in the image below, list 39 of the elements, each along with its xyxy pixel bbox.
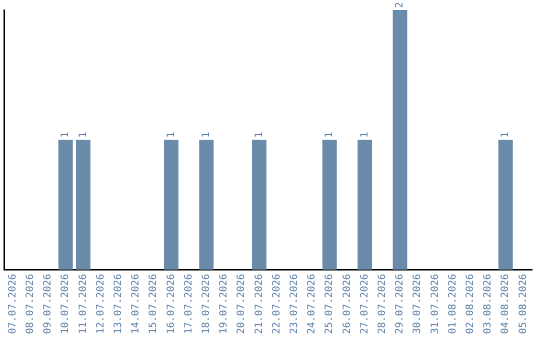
- x-tick-label: 19.07.2026: [218, 274, 230, 334]
- x-tick-label: 04.08.2026: [500, 274, 512, 334]
- data-label: 1: [254, 132, 265, 138]
- x-tick-label: 18.07.2026: [200, 274, 212, 334]
- x-tick-label: 23.07.2026: [288, 274, 300, 334]
- x-tick-label: 13.07.2026: [112, 274, 124, 334]
- x-tick-label: 25.07.2026: [324, 274, 336, 334]
- x-tick-label: 31.07.2026: [430, 274, 441, 334]
- x-tick-label: 08.07.2026: [24, 274, 36, 334]
- x-tick-label: 05.08.2026: [518, 274, 529, 334]
- x-tick-label: 01.08.2026: [447, 274, 458, 334]
- x-tick-label: 14.07.2026: [130, 274, 142, 334]
- data-label: 1: [200, 132, 212, 138]
- data-label: 1: [324, 132, 336, 138]
- x-tick-label: 10.07.2026: [60, 274, 72, 334]
- x-tick-label: 12.07.2026: [95, 274, 106, 334]
- x-tick-label: 29.07.2026: [394, 274, 406, 334]
- x-tick-label: 24.07.2026: [306, 274, 318, 334]
- x-tick-label: 09.07.2026: [42, 274, 54, 334]
- x-tick-label: 07.07.2026: [7, 274, 18, 334]
- x-tick-label: 11.07.2026: [78, 274, 89, 334]
- x-tick-label: 30.07.2026: [412, 274, 424, 334]
- x-tick-label: 17.07.2026: [183, 274, 194, 334]
- x-tick-label: 22.07.2026: [271, 274, 282, 334]
- x-tick-label: 20.07.2026: [236, 274, 248, 334]
- x-tick-label: 16.07.2026: [166, 274, 177, 334]
- data-label: 1: [60, 132, 72, 138]
- x-tick-label: 21.07.2026: [254, 274, 265, 334]
- data-label: 2: [394, 2, 406, 8]
- x-tick-label: 15.07.2026: [148, 274, 160, 334]
- data-label: 1: [166, 132, 177, 138]
- x-tick-label: 02.08.2026: [464, 274, 476, 334]
- data-label: 1: [359, 132, 370, 138]
- x-tick-label: 28.07.2026: [376, 274, 388, 334]
- x-tick-label: 03.08.2026: [482, 274, 494, 334]
- data-label: 1: [78, 132, 89, 138]
- x-tick-label: 27.07.2026: [359, 274, 370, 334]
- data-label: 1: [500, 132, 512, 138]
- x-tick-label: 26.07.2026: [342, 274, 353, 334]
